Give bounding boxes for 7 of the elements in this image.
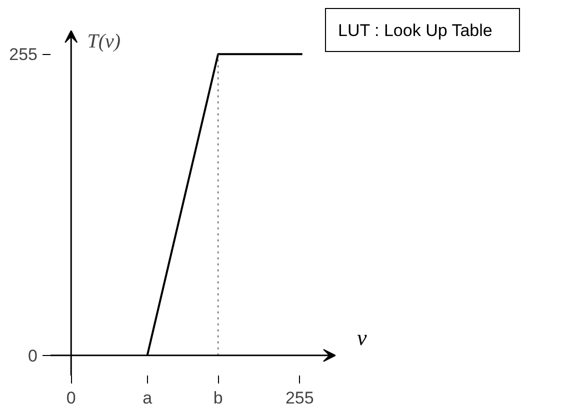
y-axis-title: T(v): [87, 30, 121, 52]
text: LUT : Look Up Table: [338, 20, 492, 42]
x-tick-label: a: [142, 388, 153, 408]
x-tick-label: 0: [66, 388, 76, 408]
x-axis-title: v: [357, 324, 367, 352]
x-tick-label: b: [213, 388, 223, 408]
x-tick-label: 255: [285, 388, 314, 408]
